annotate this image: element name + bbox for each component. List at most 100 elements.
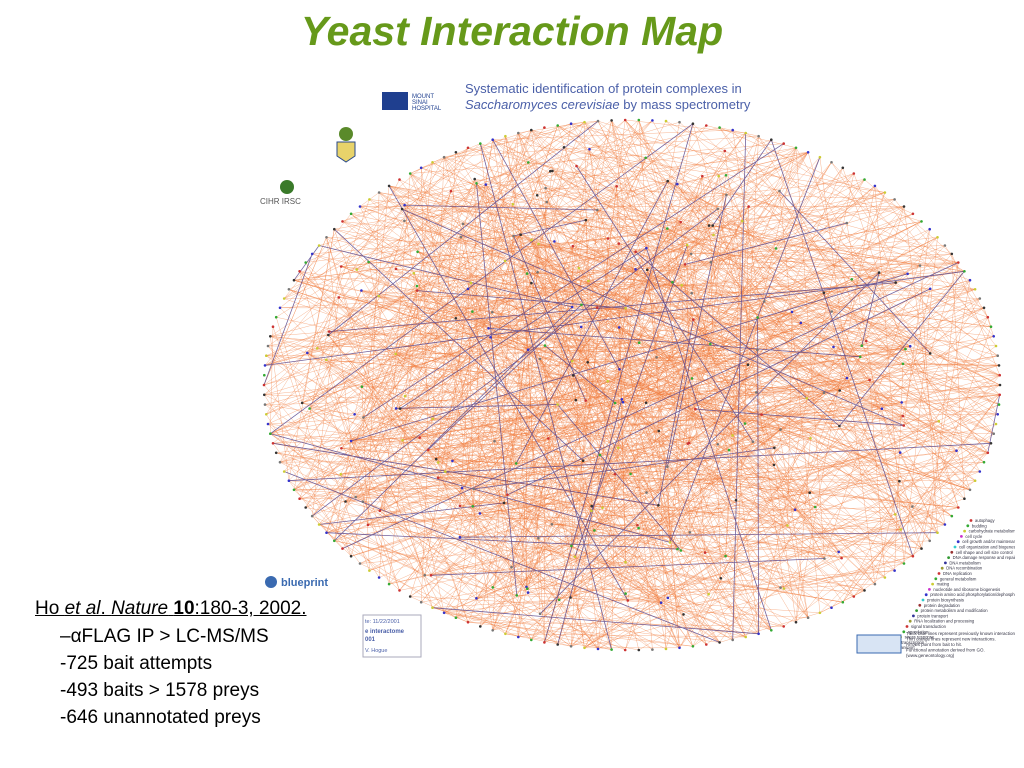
node xyxy=(873,582,877,586)
legend-dot xyxy=(915,609,918,612)
node xyxy=(543,641,546,644)
note: Thin orange lines represent new interact… xyxy=(906,637,996,642)
node xyxy=(973,479,977,483)
node xyxy=(989,442,993,445)
node xyxy=(436,461,440,464)
node xyxy=(434,457,438,461)
node xyxy=(571,374,575,377)
node xyxy=(682,613,685,616)
node xyxy=(478,512,482,515)
node xyxy=(475,597,478,600)
node xyxy=(367,260,370,264)
node xyxy=(898,451,902,454)
legend-dot xyxy=(969,519,973,522)
node xyxy=(360,289,363,292)
node xyxy=(818,155,822,159)
node xyxy=(756,348,759,352)
node xyxy=(419,600,423,604)
node xyxy=(691,645,695,648)
node xyxy=(809,437,812,440)
node xyxy=(651,648,654,651)
node xyxy=(709,260,713,264)
node xyxy=(583,646,586,650)
node xyxy=(613,472,617,476)
node xyxy=(626,599,630,602)
cite-volume: 10 xyxy=(173,598,195,619)
node xyxy=(666,596,670,600)
legend-label: carbohydrate metabolism xyxy=(969,529,1015,534)
logo-text: HOSPITAL xyxy=(412,106,442,112)
node xyxy=(850,278,854,281)
node xyxy=(538,357,542,361)
node xyxy=(868,378,871,382)
legend-dot xyxy=(963,529,966,533)
node xyxy=(449,189,453,193)
node xyxy=(461,222,465,226)
node xyxy=(344,500,347,503)
node xyxy=(398,589,401,592)
node xyxy=(906,272,909,276)
node xyxy=(998,373,1001,377)
node xyxy=(415,289,419,292)
node xyxy=(601,506,604,510)
stamp-box xyxy=(362,614,422,658)
legend-label: protein biosynthesis xyxy=(927,598,964,603)
node xyxy=(918,264,922,267)
node xyxy=(339,472,343,476)
node xyxy=(808,491,811,495)
node xyxy=(491,629,494,632)
node xyxy=(584,218,588,222)
node xyxy=(691,122,695,125)
node xyxy=(472,487,476,491)
node xyxy=(617,326,621,329)
node xyxy=(398,178,401,181)
node xyxy=(610,648,613,651)
node xyxy=(593,529,596,532)
node xyxy=(717,174,720,178)
node xyxy=(624,560,627,564)
node xyxy=(680,283,683,287)
node xyxy=(782,625,785,628)
node xyxy=(865,339,868,343)
node xyxy=(574,398,578,402)
legend-dot xyxy=(934,577,938,581)
node xyxy=(596,208,599,212)
legend-dot xyxy=(918,603,922,607)
node xyxy=(794,146,798,150)
node xyxy=(624,307,627,310)
node xyxy=(659,601,663,604)
legend-dot xyxy=(966,524,970,528)
node xyxy=(579,325,583,329)
node xyxy=(368,198,371,201)
node xyxy=(469,281,473,285)
node xyxy=(799,321,803,325)
node xyxy=(543,344,547,347)
node xyxy=(408,595,412,598)
node xyxy=(782,142,785,145)
node xyxy=(292,488,296,492)
node xyxy=(510,565,513,569)
node xyxy=(361,500,365,504)
node xyxy=(838,389,841,392)
node xyxy=(423,573,427,577)
node xyxy=(526,587,529,590)
node xyxy=(526,348,530,352)
node xyxy=(333,539,336,543)
node xyxy=(623,648,627,652)
node xyxy=(454,317,458,320)
node xyxy=(711,224,714,227)
node xyxy=(883,191,887,194)
node xyxy=(527,161,530,164)
node xyxy=(537,536,540,540)
node xyxy=(955,449,958,453)
legend-dot xyxy=(908,619,912,623)
node xyxy=(774,247,778,250)
node xyxy=(442,155,446,159)
node xyxy=(902,205,906,208)
node xyxy=(466,287,470,291)
node xyxy=(968,488,972,492)
node xyxy=(841,166,845,170)
node xyxy=(436,476,440,480)
legend-dot xyxy=(924,593,928,597)
node xyxy=(712,233,715,237)
